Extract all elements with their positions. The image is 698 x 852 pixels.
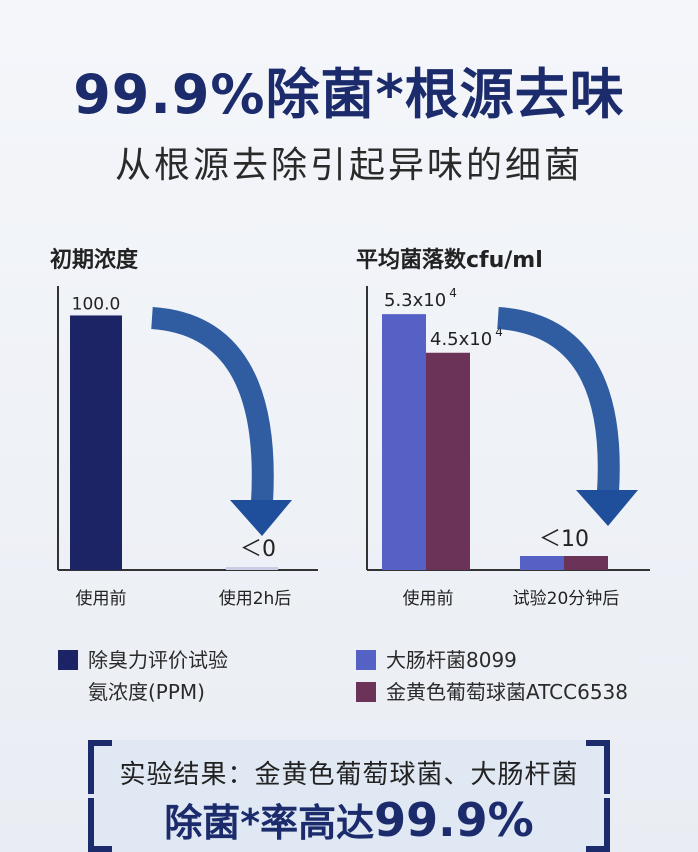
chart1-legend: 除臭力评价试验 氨浓度(PPM)	[58, 644, 228, 708]
bar	[382, 314, 426, 570]
trend-arrow-head	[230, 500, 292, 536]
data-label: 5.3x10 4	[384, 286, 457, 311]
frame-corner	[586, 798, 610, 852]
bar	[70, 315, 122, 570]
legend-swatch-plum	[356, 682, 376, 702]
chart1-legend-line1: 除臭力评价试验	[88, 648, 228, 672]
data-label: 4.5x10 4	[430, 325, 503, 350]
category-label: 使用前	[76, 588, 127, 609]
subheadline: 从根源去除引起异味的细菌	[114, 145, 583, 186]
bar	[426, 352, 470, 570]
category-label: 使用2h后	[219, 588, 292, 609]
frame-corner	[88, 798, 112, 852]
result-percentage: 99.9%	[374, 793, 534, 847]
data-label: ＜0	[240, 537, 276, 562]
headline: 99.9%除菌*根源去味	[73, 63, 625, 126]
trend-arrow-shaft	[151, 307, 274, 503]
trend-arrow-head	[576, 490, 638, 526]
bar	[226, 567, 278, 570]
chart2-legend: 大肠杆菌8099 金黄色葡萄球菌ATCC6538	[356, 644, 628, 708]
chart1-legend-line2: 氨浓度(PPM)	[88, 680, 205, 704]
result-text: 实验结果：金黄色葡萄球菌、大肠杆菌	[119, 760, 579, 790]
chart1-legend-item: 除臭力评价试验 氨浓度(PPM)	[58, 644, 228, 708]
chart2-legend-item-staph: 金黄色葡萄球菌ATCC6538	[356, 676, 628, 708]
data-label: ＜10	[539, 527, 589, 552]
legend-swatch-blue	[356, 650, 376, 670]
frame-corner	[88, 740, 112, 794]
frame-corner	[586, 740, 610, 794]
chart2-legend-label-staph: 金黄色葡萄球菌ATCC6538	[386, 680, 629, 704]
trend-arrow-shaft	[497, 307, 620, 493]
result-highlight: 除菌*率高达99.9%	[88, 792, 610, 847]
chart2-title: 平均菌落数cfu/ml	[356, 248, 543, 273]
result-box: 实验结果：金黄色葡萄球菌、大肠杆菌 除菌*率高达99.9%	[88, 740, 610, 852]
bar	[520, 556, 564, 570]
category-label: 试验20分钟后	[513, 589, 620, 609]
chart1-title: 初期浓度	[50, 248, 139, 273]
bar	[564, 556, 608, 570]
result-prefix: 除菌*率高达	[164, 801, 375, 845]
data-label: 100.0	[72, 294, 121, 314]
chart2-legend-item-ecoli: 大肠杆菌8099	[356, 644, 628, 676]
chart2-legend-label-ecoli: 大肠杆菌8099	[386, 648, 517, 672]
category-label: 使用前	[403, 588, 454, 609]
legend-swatch-navy	[58, 650, 78, 670]
